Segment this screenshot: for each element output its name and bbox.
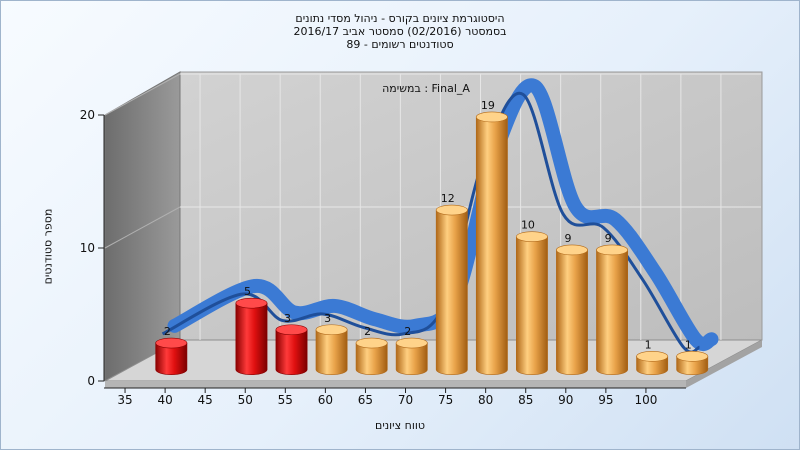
floor-front-edge [105,381,686,388]
bar-top-97.5 [636,351,669,362]
bar-top-72.5 [435,204,468,216]
floor-right-edge [686,340,762,388]
bar-body-77.5 [475,116,508,375]
chart-title-line-1: היסטוגרמת ציונים בקורס - ניהול מסדי נתונ… [295,12,505,25]
gridline-side-10 [104,206,181,249]
bar-body-57.5 [315,329,348,375]
bar-77.5: 19 [475,99,508,375]
bar-value-label: 10 [521,219,535,232]
bar-57.5: 3 [315,312,348,375]
chart-walls [104,71,763,388]
x-tick-label: 55 [278,393,293,407]
bar-value-label: 9 [565,232,572,245]
bar-value-label: 1 [645,338,652,351]
bar-87.5: 9 [556,232,588,375]
bar-top-37.5 [155,337,188,349]
bars: 2 5 3 3 2 2 12 19 10 9 9 1 1 [155,99,709,375]
bar-top-82.5 [516,231,548,242]
bar-top-52.5 [275,324,308,336]
bar-top-62.5 [355,337,388,349]
x-tick-label: 90 [558,393,573,407]
task-annotation: במשימה : Final_A [382,82,470,95]
bar-value-label: 9 [605,232,612,245]
y-tick-label: 10 [80,241,95,255]
bar-value-label: 2 [364,325,371,338]
x-tick-label: 80 [478,393,493,407]
chart-title-line-3: סטודנטים רשומים - 89 [346,38,454,51]
bar-102.5: 1 [676,338,709,375]
y-axis-title: מספר סטודנטים [41,208,55,285]
bar-top-92.5 [596,244,629,256]
x-tick-label: 40 [157,393,172,407]
bar-body-92.5 [596,249,629,375]
x-tick-label: 70 [398,393,413,407]
x-tick-label: 100 [634,393,657,407]
bar-body-47.5 [235,302,268,375]
bar-value-label: 12 [441,192,455,205]
bar-value-label: 2 [404,325,411,338]
bar-82.5: 10 [516,219,548,375]
bar-37.5: 2 [155,325,188,375]
bar-92.5: 9 [596,232,629,375]
x-tick-label: 75 [438,393,453,407]
x-ticks: 35 40 45 50 55 60 65 70 75 80 85 90 95 100 [117,388,657,407]
bar-top-67.5 [395,337,428,349]
bar-value-label: 5 [244,285,251,298]
bar-top-102.5 [676,351,709,362]
bar-47.5: 5 [235,285,268,375]
bar-body-87.5 [556,249,588,375]
bar-top-47.5 [235,297,268,309]
x-tick-label: 65 [358,393,373,407]
bar-top-87.5 [556,244,588,256]
bar-value-label: 19 [481,99,495,112]
x-tick-label: 50 [238,393,253,407]
bar-72.5: 12 [435,192,468,375]
bar-top-57.5 [315,324,348,336]
x-tick-label: 45 [198,393,213,407]
chart-title-line-2: בסמסטר (02/2016) סמסטר אביב 2016/17 [293,25,507,38]
bar-body-52.5 [275,329,308,375]
x-tick-label: 35 [117,393,132,407]
bar-value-label: 1 [685,338,692,351]
bar-62.5: 2 [355,325,388,375]
bar-97.5: 1 [636,338,669,375]
bar-body-72.5 [435,209,468,375]
bar-body-82.5 [516,236,548,375]
bar-body-67.5 [395,342,428,375]
y-tick-label: 20 [80,108,95,122]
y-tick-label: 0 [87,374,95,388]
bar-52.5: 3 [275,312,308,375]
bar-body-62.5 [355,342,388,375]
x-tick-label: 85 [518,393,533,407]
y-ticks: 0 10 20 [80,108,104,388]
x-tick-label: 60 [318,393,333,407]
gridline-side-20 [104,73,181,116]
x-axis-title: טווח ציונים [375,419,425,432]
bar-value-label: 2 [164,325,171,338]
curve-edge [161,91,701,354]
bar-67.5: 2 [395,325,428,375]
bar-body-37.5 [155,342,188,375]
x-tick-label: 95 [598,393,613,407]
bar-value-label: 3 [284,312,291,325]
bar-value-label: 3 [324,312,331,325]
bar-top-77.5 [475,111,508,123]
